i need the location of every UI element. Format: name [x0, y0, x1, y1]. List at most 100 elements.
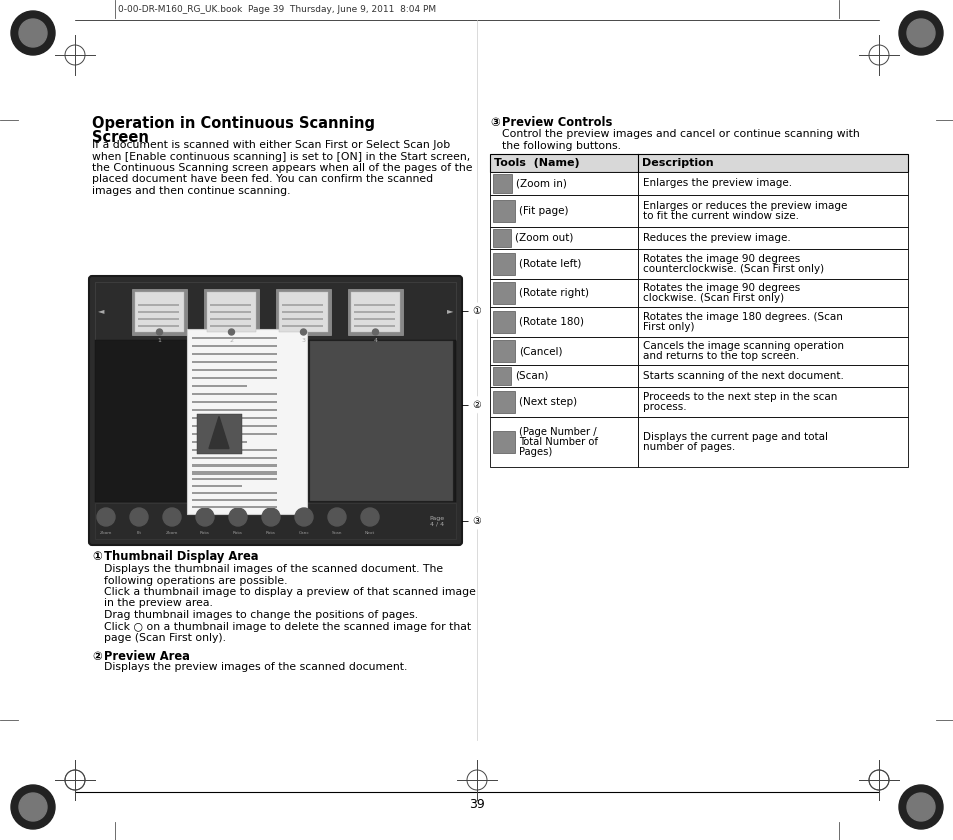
Circle shape [898, 11, 942, 55]
Bar [192, 344, 276, 346]
Bar [638, 279, 907, 307]
Text: Preview Controls: Preview Controls [501, 116, 612, 129]
Circle shape [328, 508, 346, 526]
Circle shape [360, 508, 378, 526]
Text: 3: 3 [301, 338, 305, 343]
Text: Canc: Canc [298, 531, 309, 535]
Text: 39: 39 [469, 799, 484, 811]
Bar [493, 311, 515, 333]
Circle shape [229, 508, 247, 526]
Bar [192, 376, 276, 379]
Text: following operations are possible.: following operations are possible. [104, 575, 287, 585]
Text: Reduces the preview image.: Reduces the preview image. [642, 233, 790, 243]
Bar [196, 413, 242, 454]
Text: Screen: Screen [91, 130, 149, 145]
Bar [138, 325, 179, 327]
Bar [354, 318, 395, 320]
Bar [207, 292, 255, 332]
Text: Scan: Scan [332, 531, 342, 535]
Text: Rotates the image 180 degrees. (Scan: Rotates the image 180 degrees. (Scan [642, 312, 842, 322]
Bar [348, 289, 402, 335]
Text: Displays the current page and total: Displays the current page and total [642, 432, 827, 442]
Bar [192, 491, 276, 493]
Text: (Rotate left): (Rotate left) [518, 259, 580, 269]
Circle shape [898, 785, 942, 829]
Bar [490, 307, 638, 337]
Bar [282, 304, 323, 306]
Text: (Rotate right): (Rotate right) [518, 288, 588, 298]
Bar [354, 325, 395, 327]
Bar [192, 477, 276, 480]
Circle shape [372, 329, 378, 335]
Text: Starts scanning of the next document.: Starts scanning of the next document. [642, 371, 843, 381]
Text: 4: 4 [374, 338, 377, 343]
Text: Zoom: Zoom [100, 531, 112, 535]
Text: ①: ① [472, 306, 481, 316]
Text: Zoom: Zoom [166, 531, 178, 535]
Circle shape [294, 508, 313, 526]
Circle shape [97, 508, 115, 526]
Text: Preview Area: Preview Area [104, 649, 190, 663]
Text: Displays the preview images of the scanned document.: Displays the preview images of the scann… [104, 663, 407, 673]
Text: ③: ③ [472, 516, 481, 526]
Bar [210, 325, 251, 327]
Circle shape [469, 303, 484, 319]
Bar [638, 307, 907, 337]
Text: page (Scan First only).: page (Scan First only). [104, 633, 226, 643]
Text: and returns to the top screen.: and returns to the top screen. [642, 351, 799, 361]
Text: Drag thumbnail images to change the positions of pages.: Drag thumbnail images to change the posi… [104, 610, 417, 620]
Bar [490, 154, 907, 172]
Text: ►: ► [446, 307, 453, 316]
Text: (Scan): (Scan) [515, 371, 548, 381]
Circle shape [195, 508, 213, 526]
Bar [192, 408, 276, 411]
Text: (Cancel): (Cancel) [518, 346, 562, 356]
Bar [95, 503, 456, 539]
Bar [132, 289, 187, 335]
Text: Rotates the image 90 degrees: Rotates the image 90 degrees [642, 283, 800, 293]
Circle shape [469, 513, 484, 529]
Circle shape [11, 11, 55, 55]
Bar [138, 318, 179, 320]
Bar [490, 195, 638, 227]
Text: Control the preview images and cancel or continue scanning with: Control the preview images and cancel or… [501, 129, 859, 139]
Bar [493, 174, 512, 193]
Bar [192, 417, 276, 418]
Bar [638, 417, 907, 467]
Text: Displays the thumbnail images of the scanned document. The: Displays the thumbnail images of the sca… [104, 564, 442, 574]
Circle shape [469, 396, 484, 412]
Bar [638, 365, 907, 387]
Text: If a document is scanned with either Scan First or Select Scan Job: If a document is scanned with either Sca… [91, 140, 450, 150]
Bar [490, 365, 638, 387]
Bar [490, 227, 638, 249]
Text: (Zoom out): (Zoom out) [515, 233, 573, 243]
Circle shape [906, 793, 934, 821]
Text: clockwise. (Scan First only): clockwise. (Scan First only) [642, 293, 783, 303]
Circle shape [19, 793, 47, 821]
Text: Proceeds to the next step in the scan: Proceeds to the next step in the scan [642, 392, 837, 402]
Text: Pages): Pages) [518, 447, 552, 457]
Text: 0-00-DR-M160_RG_UK.book  Page 39  Thursday, June 9, 2011  8:04 PM: 0-00-DR-M160_RG_UK.book Page 39 Thursday… [118, 5, 436, 14]
Text: when [Enable continuous scanning] is set to [ON] in the Start screen,: when [Enable continuous scanning] is set… [91, 151, 470, 161]
Bar [493, 431, 515, 453]
Bar [638, 337, 907, 365]
Circle shape [130, 508, 148, 526]
Bar [192, 485, 242, 486]
Bar [192, 506, 276, 507]
Bar [638, 172, 907, 195]
Text: Rota: Rota [266, 531, 275, 535]
Bar [275, 289, 331, 335]
Bar [192, 498, 276, 501]
Text: Rota: Rota [200, 531, 210, 535]
Text: ①: ① [91, 550, 102, 563]
Text: in the preview area.: in the preview area. [104, 598, 213, 608]
Text: ②: ② [91, 649, 102, 663]
Bar [493, 282, 515, 304]
Bar [282, 325, 323, 327]
Circle shape [262, 508, 280, 526]
Bar [310, 341, 453, 501]
Circle shape [229, 329, 234, 335]
Text: Click a thumbnail image to display a preview of that scanned image: Click a thumbnail image to display a pre… [104, 587, 476, 597]
Text: Enlarges or reduces the preview image: Enlarges or reduces the preview image [642, 201, 846, 211]
Circle shape [906, 19, 934, 47]
